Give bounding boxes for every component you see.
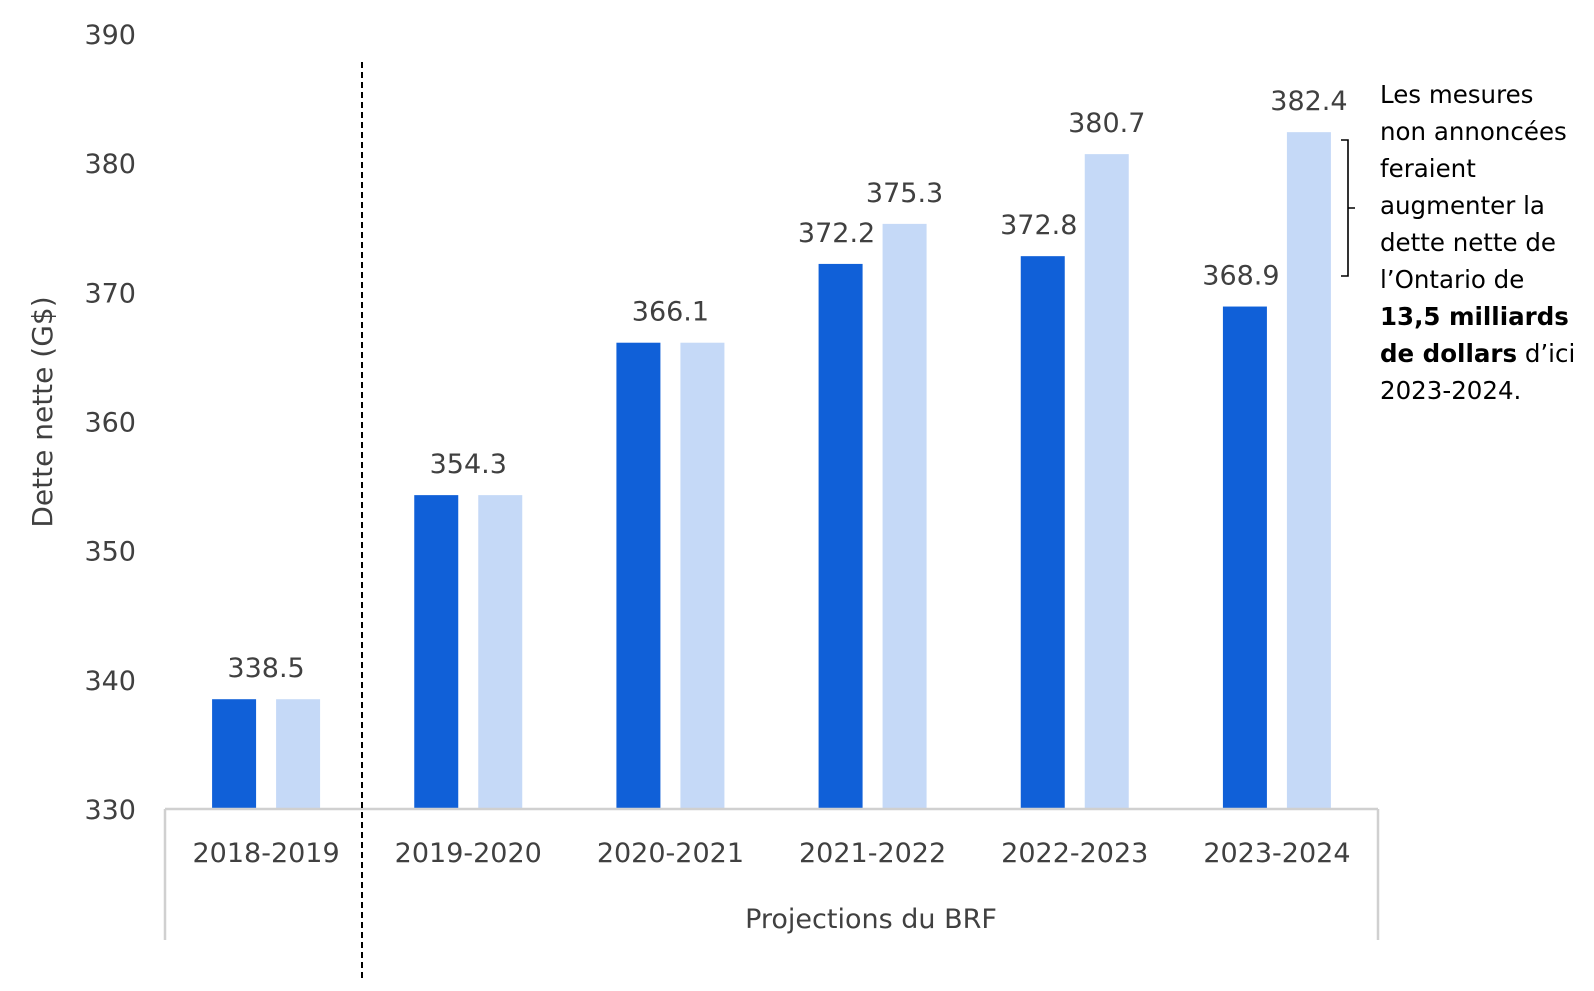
y-tick-label: 390 — [84, 20, 136, 51]
data-label: 338.5 — [227, 653, 304, 684]
data-label: 382.4 — [1270, 86, 1347, 117]
y-tick-label: 380 — [84, 149, 136, 180]
bar-series-1-2019-2020 — [414, 495, 459, 809]
data-labels: 338.5 354.3 366.1 372.2 375.3 372.8 380.7 368.9… — [227, 86, 1347, 684]
annotation-line: dette nette de — [1380, 228, 1556, 257]
annotation-line: augmenter la — [1380, 191, 1545, 220]
y-tick-label: 330 — [84, 795, 136, 826]
annotation-line: feraient — [1380, 154, 1476, 183]
y-axis: 330 340 350 360 370 380 390 — [84, 20, 136, 826]
annotation-line: 2023-2024. — [1380, 376, 1522, 405]
data-label: 372.2 — [798, 218, 875, 249]
bar-series-2-2020-2021 — [680, 342, 725, 809]
projections-group-label: Projections du BRF — [745, 904, 997, 935]
bar-series-2-2021-2022 — [882, 223, 927, 809]
annotation-text: Les mesures non annoncées feraient augmente… — [1380, 76, 1586, 409]
bar-series-2-2023-2024 — [1286, 132, 1331, 809]
data-label: 372.8 — [1000, 210, 1077, 241]
x-tick-label: 2018-2019 — [192, 838, 339, 869]
bar-series-1-2022-2023 — [1020, 256, 1065, 810]
x-tick-label: 2021-2022 — [799, 838, 946, 869]
data-label: 380.7 — [1068, 108, 1145, 139]
x-tick-label: 2022-2023 — [1001, 838, 1148, 869]
x-axis: 2018-2019 2019-2020 2020-2021 2021-2022 2022… — [163, 807, 1380, 940]
x-tick-label: 2023-2024 — [1203, 838, 1350, 869]
bar-series-1-2021-2022 — [818, 263, 863, 810]
y-tick-label: 350 — [84, 537, 136, 568]
data-label: 366.1 — [632, 297, 709, 328]
x-tick-label: 2019-2020 — [395, 838, 542, 869]
x-tick-label: 2020-2021 — [597, 838, 744, 869]
difference-brace — [1341, 139, 1355, 277]
bar-series-2-2022-2023 — [1084, 154, 1129, 809]
annotation-bold-text: 13,5 milliards — [1380, 302, 1569, 331]
data-label: 368.9 — [1202, 261, 1279, 292]
annotation-line: Les mesures — [1380, 80, 1534, 109]
y-tick-label: 360 — [84, 408, 136, 439]
bar-series-1-2023-2024 — [1222, 306, 1267, 809]
bar-series-1-2020-2021 — [616, 342, 661, 809]
annotation-bold-text: de dollars — [1380, 339, 1518, 368]
annotation-line: l’Ontario de — [1380, 265, 1525, 294]
y-tick-label: 370 — [84, 278, 136, 309]
annotation-line: d’ici — [1517, 339, 1576, 368]
bar-series-2-2019-2020 — [478, 495, 523, 809]
annotation-line: non annoncées — [1380, 117, 1567, 146]
y-tick-label: 340 — [84, 666, 136, 697]
data-label: 375.3 — [866, 178, 943, 209]
data-label: 354.3 — [430, 449, 507, 480]
bar-series-1-2018-2019 — [212, 699, 257, 809]
bars — [212, 132, 1331, 810]
bar-series-2-2018-2019 — [276, 699, 321, 809]
y-axis-title: Dette nette (G$) — [26, 296, 59, 527]
